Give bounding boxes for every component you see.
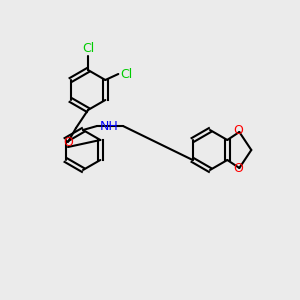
Text: O: O — [233, 124, 243, 137]
Text: NH: NH — [100, 119, 118, 133]
Text: Cl: Cl — [82, 42, 94, 55]
Text: Cl: Cl — [120, 68, 133, 80]
Text: O: O — [233, 163, 243, 176]
Text: O: O — [63, 136, 73, 148]
